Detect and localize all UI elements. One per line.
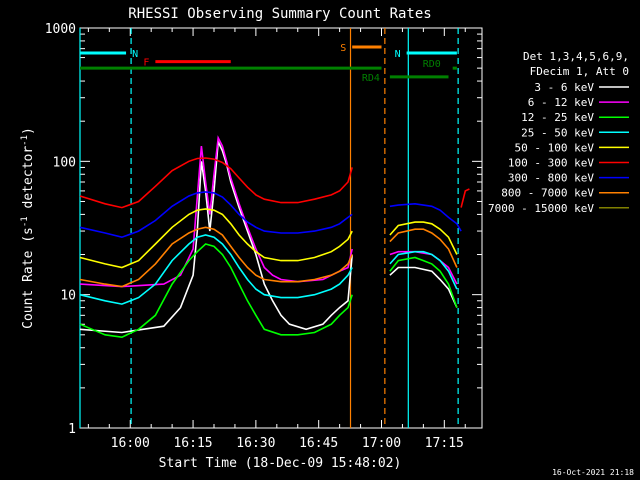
- x-tick-label-3: 16:45: [299, 436, 338, 451]
- legend-label-7: 800 - 7000 keV: [501, 187, 594, 200]
- flag-label-5: RD0: [423, 59, 441, 70]
- plot-frame: [79, 27, 483, 429]
- x-axis-label: Start Time (18-Dec-09 15:48:02): [159, 456, 402, 471]
- x-tick-label-1: 16:15: [173, 436, 212, 451]
- chart-title: RHESSI Observing Summary Count Rates: [128, 6, 431, 22]
- y-tick-label-3: 1000: [45, 22, 76, 37]
- flag-label-1: N: [395, 49, 401, 60]
- attenuator-markers: [79, 28, 459, 428]
- svg-text:Count Rate (s-1 detector-1): Count Rate (s-1 detector-1): [20, 127, 36, 329]
- legend-label-2: 12 - 25 keV: [521, 111, 594, 124]
- y-tick-label-0: 1: [68, 422, 76, 437]
- x-tick-label-4: 17:00: [362, 436, 401, 451]
- series-line-0-0: [79, 138, 353, 334]
- legend: Det 1,3,4,5,6,9, FDecim 1, Att 0 3 - 6 k…: [488, 50, 629, 215]
- series-line-3-1: [389, 250, 458, 290]
- series-line-3-0: [79, 234, 353, 305]
- footer-date: 16-Oct-2021 21:18: [552, 468, 634, 477]
- series-line-5-0: [79, 157, 353, 209]
- y-tick-label-2: 100: [53, 155, 76, 170]
- legend-label-0: 3 - 6 keV: [534, 81, 594, 94]
- flag-label-3: S: [340, 43, 346, 54]
- series-line-7-1: [389, 228, 458, 268]
- series-line-0-1: [389, 266, 458, 308]
- flag-label-6: RD4: [362, 73, 380, 84]
- series-line-2-0: [79, 243, 353, 339]
- series-line-7-0: [79, 226, 353, 288]
- x-tick-label-0: 16:00: [111, 436, 150, 451]
- x-tick-label-2: 16:30: [236, 436, 275, 451]
- series-line-4-0: [79, 208, 353, 269]
- legend-label-4: 50 - 100 keV: [515, 141, 595, 154]
- series-line-4-1: [389, 221, 458, 255]
- legend-label-1: 6 - 12 keV: [528, 96, 595, 109]
- legend-label-3: 25 - 50 keV: [521, 126, 594, 139]
- legend-header-line-2: FDecim 1, Att 0: [530, 65, 629, 78]
- series-line-2-1: [389, 256, 458, 308]
- axis-ticks: 16:00 16:15 16:30 16:45 17:00 17:15 1 10 100 1000: [45, 22, 482, 451]
- series-line-6-0: [79, 191, 353, 239]
- legend-label-6: 300 - 800 keV: [508, 172, 594, 185]
- legend-header-line-1: Det 1,3,4,5,6,9,: [523, 50, 629, 63]
- legend-label-8: 7000 - 15000 keV: [488, 202, 594, 215]
- flag-label-2: F: [143, 58, 149, 69]
- legend-label-5: 100 - 300 keV: [508, 157, 594, 170]
- series-line-5-1: [460, 188, 470, 208]
- y-tick-label-1: 10: [60, 289, 76, 304]
- flag-label-0: N: [132, 49, 138, 60]
- x-tick-label-5: 17:15: [425, 436, 464, 451]
- series-line-6-1: [389, 202, 462, 232]
- series-lines: [79, 135, 470, 339]
- y-axis-label: Count Rate (s-1 detector-1): [20, 127, 36, 329]
